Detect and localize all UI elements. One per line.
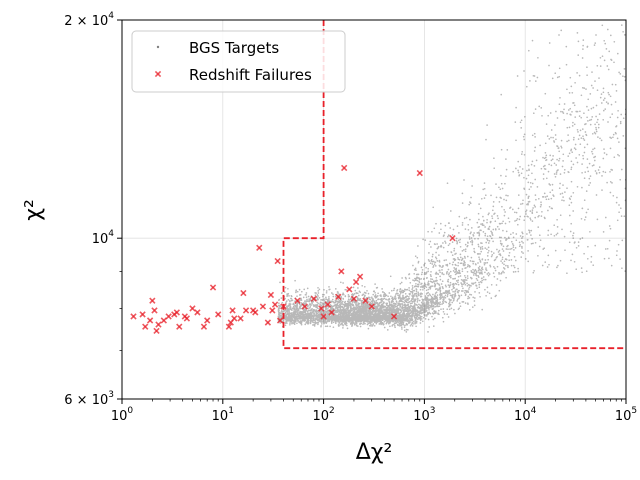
legend-bgs-marker (156, 45, 160, 49)
redshift-failure-point (176, 323, 183, 330)
redshift-failure-point (153, 327, 160, 335)
redshift-failure-point (416, 169, 423, 177)
x-axis-title: Δχ² (356, 440, 393, 465)
redshift-failure-point (320, 313, 327, 320)
redshift-failure-point (352, 278, 360, 286)
legend-box (131, 30, 346, 93)
redshift-failure-point (130, 313, 137, 320)
legend-failure-x (154, 70, 162, 78)
y-axis: 6 × 103 104 2 × 104 (64, 11, 122, 408)
redshift-failure-point (209, 284, 217, 291)
redshift-failure-point (237, 315, 244, 322)
x-axis: 100 101 102 103 104 105 (111, 399, 637, 424)
x-tick-label: 105 (615, 406, 637, 424)
redshift-failure-point (151, 307, 158, 314)
y-tick-label: 104 (92, 229, 115, 247)
x-tick-label: 103 (413, 406, 435, 424)
x-tick-label: 100 (111, 406, 134, 424)
redshift-failure-point (280, 303, 287, 310)
x-tick-label: 102 (312, 406, 334, 424)
redshift-failure-point (368, 303, 375, 310)
redshift-failure-point (362, 297, 369, 304)
bgs-targets-series (277, 20, 626, 333)
redshift-failure-point (215, 311, 222, 318)
x-tick-label: 101 (212, 406, 234, 424)
redshift-failure-point (264, 319, 272, 326)
redshift-failure-point (294, 297, 301, 304)
redshift-failure-point (229, 307, 236, 314)
redshift-failure-point (149, 297, 156, 304)
redshift-failure-point (338, 268, 345, 275)
redshift-failure-point (350, 295, 358, 302)
redshift-failure-point (146, 317, 154, 324)
legend: BGS Targets Redshift Failures (131, 30, 346, 93)
y-tick-label: 6 × 103 (64, 390, 114, 408)
redshift-failure-point (231, 315, 238, 322)
redshift-failure-point (346, 286, 353, 293)
redshift-failure-point (139, 311, 146, 318)
redshift-failure-point (310, 295, 317, 302)
redshift-failure-point (256, 244, 263, 251)
redshift-failure-point (189, 305, 196, 312)
redshift-failure-point (194, 309, 201, 316)
redshift-failure-point (267, 291, 275, 299)
y-tick-label: 2 × 104 (64, 11, 114, 29)
selection-boundary-line (282, 20, 626, 350)
redshift-failure-point (449, 235, 456, 242)
plot-frame (121, 19, 627, 400)
redshift-failure-point (173, 309, 181, 316)
redshift-failure-point (341, 164, 348, 172)
legend-item-redshift-failures: Redshift Failures (154, 66, 312, 84)
redshift-failure-point (183, 315, 191, 322)
redshift-failure-point (335, 293, 342, 301)
redshift-failure-point (225, 323, 233, 330)
bgs-target-points (277, 20, 626, 333)
x-tick-label: 104 (514, 406, 537, 424)
redshift-failure-point (271, 301, 279, 308)
redshift-failure-point (242, 307, 250, 314)
redshift-failures-series (130, 164, 456, 335)
y-axis-title: χ² (21, 199, 46, 221)
redshift-failure-point (252, 309, 259, 316)
legend-failure-label: Redshift Failures (189, 66, 312, 84)
redshift-failure-point (301, 303, 308, 310)
legend-bgs-label: BGS Targets (189, 39, 279, 57)
redshift-failure-point (155, 321, 162, 328)
redshift-failure-point (259, 303, 267, 310)
redshift-failure-point (276, 317, 284, 324)
redshift-failure-point (318, 305, 325, 312)
redshift-failure-point (269, 307, 276, 314)
redshift-failure-point (204, 317, 211, 324)
redshift-failure-point (142, 323, 149, 330)
legend-failure-marker (154, 70, 162, 78)
redshift-failure-point (274, 257, 281, 265)
redshift-failure-point (324, 301, 331, 308)
redshift-failure-point (160, 317, 167, 324)
legend-item-bgs-targets: BGS Targets (156, 39, 279, 57)
redshift-failure-point (165, 313, 172, 320)
redshift-failure-point (240, 289, 247, 297)
redshift-failure-point (328, 309, 335, 316)
redshift-failure-point (200, 323, 208, 330)
redshift-failure-point (390, 313, 398, 320)
redshift-failure-point (356, 273, 364, 280)
